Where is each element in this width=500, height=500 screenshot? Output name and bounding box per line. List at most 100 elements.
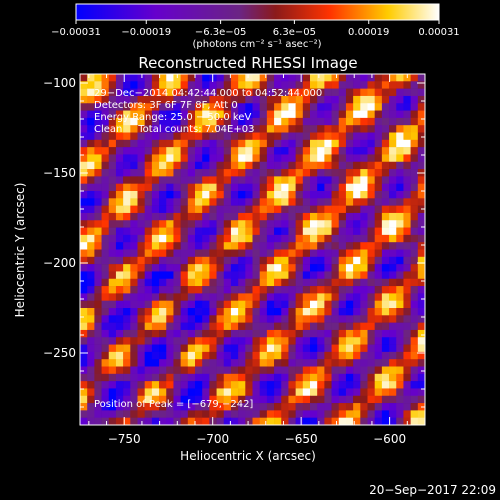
heatmap-cell bbox=[209, 315, 217, 323]
heatmap-cell bbox=[87, 234, 95, 243]
heatmap-cell bbox=[345, 81, 354, 89]
heatmap-cell bbox=[266, 147, 275, 155]
heatmap-cell bbox=[173, 242, 181, 250]
heatmap-cell bbox=[310, 256, 318, 265]
heatmap-cell bbox=[259, 388, 268, 397]
heatmap-cell bbox=[345, 351, 354, 360]
heatmap-cell bbox=[410, 308, 419, 316]
heatmap-cell bbox=[281, 388, 289, 397]
heatmap-cell bbox=[310, 227, 318, 236]
heatmap-cell bbox=[230, 81, 239, 89]
annotation-total-counts: Clean Total counts: 7.04E+03 bbox=[94, 124, 254, 135]
heatmap-cell bbox=[403, 234, 411, 243]
heatmap-cell bbox=[259, 154, 268, 163]
heatmap-cell bbox=[202, 103, 210, 111]
heatmap-cell bbox=[302, 234, 311, 243]
heatmap-cell bbox=[123, 212, 131, 221]
heatmap-cell bbox=[252, 278, 260, 287]
heatmap-cell bbox=[417, 154, 426, 163]
heatmap-cell bbox=[115, 81, 124, 89]
heatmap-cell bbox=[216, 95, 225, 104]
heatmap-cell bbox=[223, 278, 232, 287]
heatmap-cell bbox=[137, 308, 145, 316]
heatmap-cell bbox=[101, 154, 110, 163]
heatmap-cell bbox=[266, 322, 275, 331]
heatmap-cell bbox=[389, 388, 397, 397]
heatmap-cell bbox=[195, 183, 203, 192]
colorbar-tick-label: 0.00031 bbox=[418, 27, 459, 38]
heatmap-cell bbox=[144, 337, 153, 345]
heatmap-cell bbox=[80, 95, 88, 104]
heatmap-cell bbox=[230, 132, 239, 141]
heatmap-cell bbox=[123, 242, 131, 250]
heatmap-cell bbox=[331, 205, 340, 214]
heatmap-cell bbox=[259, 264, 268, 272]
heatmap-cell bbox=[259, 403, 268, 411]
heatmap-cell bbox=[209, 220, 217, 228]
heatmap-cell bbox=[403, 95, 411, 104]
heatmap-cell bbox=[317, 74, 325, 82]
heatmap-cell bbox=[374, 359, 383, 367]
heatmap-cell bbox=[202, 395, 210, 404]
heatmap-cell bbox=[101, 227, 110, 236]
heatmap-cell bbox=[123, 322, 131, 331]
heatmap-cell bbox=[195, 176, 203, 184]
heatmap-cell bbox=[159, 103, 167, 111]
heatmap-cell bbox=[266, 110, 275, 119]
heatmap-cell bbox=[417, 176, 426, 184]
heatmap-cell bbox=[195, 366, 203, 375]
heatmap-cell bbox=[288, 293, 296, 301]
heatmap-cell bbox=[324, 373, 332, 382]
heatmap-cell bbox=[266, 161, 275, 170]
heatmap-cell bbox=[159, 205, 167, 214]
heatmap-cell bbox=[223, 337, 232, 345]
heatmap-cell bbox=[101, 351, 110, 360]
heatmap-cell bbox=[374, 176, 383, 184]
heatmap-cell bbox=[252, 74, 260, 82]
heatmap-cell bbox=[238, 110, 246, 119]
heatmap-cell bbox=[238, 161, 246, 170]
heatmap-cell bbox=[360, 256, 368, 265]
heatmap-cell bbox=[317, 154, 325, 163]
heatmap-cell bbox=[137, 300, 145, 309]
heatmap-cell bbox=[295, 395, 304, 404]
heatmap-cell bbox=[159, 249, 167, 258]
heatmap-cell bbox=[80, 351, 88, 360]
heatmap-cell bbox=[223, 125, 232, 133]
heatmap-cell bbox=[144, 249, 153, 258]
heatmap-cell bbox=[353, 344, 361, 353]
heatmap-cell bbox=[417, 271, 426, 280]
heatmap-cell bbox=[223, 300, 232, 309]
heatmap-cell bbox=[317, 286, 325, 294]
heatmap-cell bbox=[223, 227, 232, 236]
heatmap-cell bbox=[295, 242, 304, 250]
heatmap-cell bbox=[367, 359, 375, 367]
heatmap-cell bbox=[238, 132, 246, 141]
heatmap-cell bbox=[159, 256, 167, 265]
heatmap-cell bbox=[238, 103, 246, 111]
heatmap-cell bbox=[396, 95, 404, 104]
heatmap-cell bbox=[353, 417, 361, 426]
heatmap-cell bbox=[166, 337, 174, 345]
heatmap-cell bbox=[80, 322, 88, 331]
heatmap-cell bbox=[223, 256, 232, 265]
heatmap-cell bbox=[144, 103, 153, 111]
heatmap-cell bbox=[360, 373, 368, 382]
heatmap-cell bbox=[281, 147, 289, 155]
heatmap-cell bbox=[223, 95, 232, 104]
heatmap-cell bbox=[238, 403, 246, 411]
heatmap-cell bbox=[108, 132, 117, 141]
heatmap-cell bbox=[108, 322, 117, 331]
heatmap-cell bbox=[173, 191, 181, 199]
heatmap-cell bbox=[302, 395, 311, 404]
heatmap-cell bbox=[389, 125, 397, 133]
heatmap-cell bbox=[80, 417, 88, 426]
heatmap-cell bbox=[94, 125, 102, 133]
heatmap-cell bbox=[403, 300, 411, 309]
heatmap-cell bbox=[374, 388, 383, 397]
heatmap-cell bbox=[87, 183, 95, 192]
heatmap-cell bbox=[374, 337, 383, 345]
heatmap-cell bbox=[195, 264, 203, 272]
heatmap-cell bbox=[396, 242, 404, 250]
heatmap-cell bbox=[353, 300, 361, 309]
